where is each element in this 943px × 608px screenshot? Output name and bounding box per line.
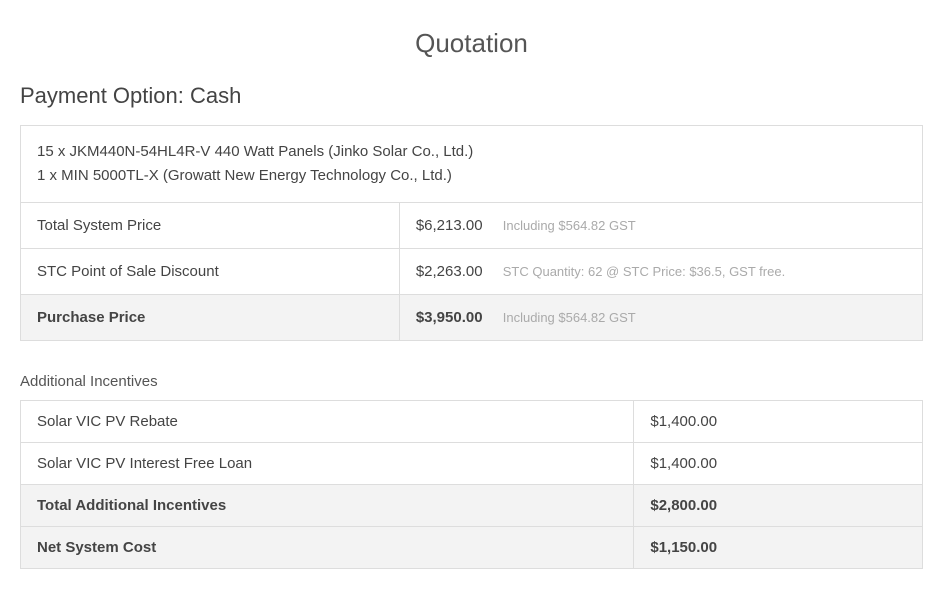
payment-option-heading: Payment Option: Cash [20,83,923,109]
solar-vic-rebate-row: Solar VIC PV Rebate $1,400.00 [21,401,923,443]
total-system-price-note: Including $564.82 GST [503,218,636,233]
net-system-cost-value: $1,150.00 [634,527,923,569]
total-system-price-value: $6,213.00 [416,217,483,234]
incentives-table: Solar VIC PV Rebate $1,400.00 Solar VIC … [20,400,923,569]
total-incentives-row: Total Additional Incentives $2,800.00 [21,485,923,527]
purchase-price-value-cell: $3,950.00 Including $564.82 GST [399,295,922,341]
net-system-cost-row: Net System Cost $1,150.00 [21,527,923,569]
total-incentives-label: Total Additional Incentives [21,485,634,527]
solar-vic-rebate-value: $1,400.00 [634,401,923,443]
stc-discount-value: $2,263.00 [416,263,483,280]
items-row: 15 x JKM440N-54HL4R-V 440 Watt Panels (J… [21,126,923,203]
solar-vic-loan-value: $1,400.00 [634,443,923,485]
page-title: Quotation [20,28,923,59]
stc-discount-label: STC Point of Sale Discount [21,249,400,295]
solar-vic-loan-row: Solar VIC PV Interest Free Loan $1,400.0… [21,443,923,485]
items-cell: 15 x JKM440N-54HL4R-V 440 Watt Panels (J… [21,126,923,203]
item-line-1: 15 x JKM440N-54HL4R-V 440 Watt Panels (J… [37,140,906,164]
solar-vic-loan-label: Solar VIC PV Interest Free Loan [21,443,634,485]
net-system-cost-label: Net System Cost [21,527,634,569]
stc-discount-row: STC Point of Sale Discount $2,263.00 STC… [21,249,923,295]
total-system-price-row: Total System Price $6,213.00 Including $… [21,203,923,249]
purchase-price-row: Purchase Price $3,950.00 Including $564.… [21,295,923,341]
total-system-price-value-cell: $6,213.00 Including $564.82 GST [399,203,922,249]
purchase-price-label: Purchase Price [21,295,400,341]
stc-discount-value-cell: $2,263.00 STC Quantity: 62 @ STC Price: … [399,249,922,295]
total-incentives-value: $2,800.00 [634,485,923,527]
solar-vic-rebate-label: Solar VIC PV Rebate [21,401,634,443]
purchase-price-value: $3,950.00 [416,309,483,326]
total-system-price-label: Total System Price [21,203,400,249]
purchase-price-note: Including $564.82 GST [503,310,636,325]
pricing-table: 15 x JKM440N-54HL4R-V 440 Watt Panels (J… [20,125,923,341]
additional-incentives-heading: Additional Incentives [20,373,923,390]
item-line-2: 1 x MIN 5000TL-X (Growatt New Energy Tec… [37,164,906,188]
stc-discount-note: STC Quantity: 62 @ STC Price: $36.5, GST… [503,264,785,279]
